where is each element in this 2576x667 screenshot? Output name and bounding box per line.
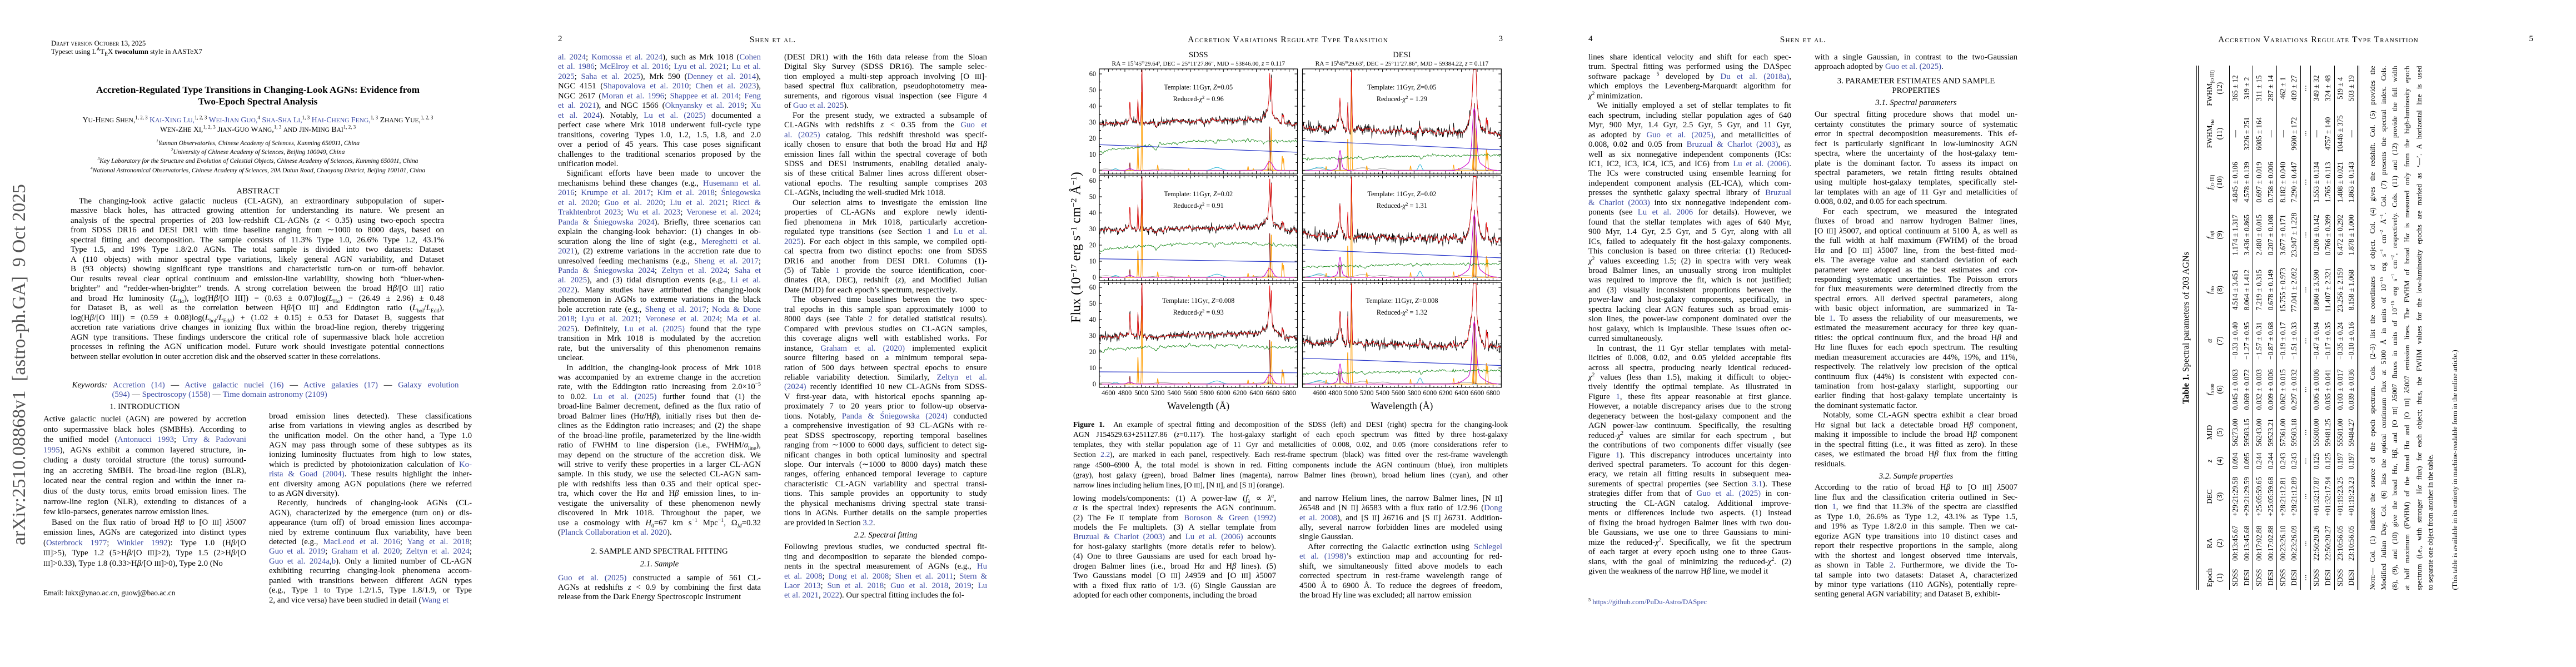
svg-text:50: 50 bbox=[1089, 193, 1096, 201]
svg-text:4800: 4800 bbox=[1328, 389, 1342, 397]
svg-text:60: 60 bbox=[1089, 283, 1096, 291]
svg-text:5400: 5400 bbox=[1167, 389, 1181, 397]
svg-text:5600: 5600 bbox=[1184, 389, 1198, 397]
svg-text:Template: 11Gyr, Z=0.05: Template: 11Gyr, Z=0.05 bbox=[1367, 83, 1436, 91]
svg-text:6600: 6600 bbox=[1266, 389, 1280, 397]
svg-text:Reduced-χ2 = 0.93: Reduced-χ2 = 0.93 bbox=[1173, 308, 1224, 316]
svg-text:4600: 4600 bbox=[1313, 389, 1327, 397]
svg-text:6200: 6200 bbox=[1233, 389, 1247, 397]
svg-text:0: 0 bbox=[1093, 167, 1096, 175]
svg-text:Reduced-χ2 = 0.96: Reduced-χ2 = 0.96 bbox=[1173, 95, 1224, 103]
svg-text:10: 10 bbox=[1089, 151, 1096, 158]
svg-text:20: 20 bbox=[1089, 348, 1096, 356]
svg-text:RA = 15h45m29.64s, DEC = 25°11: RA = 15h45m29.64s, DEC = 25°11′27.86″, M… bbox=[1112, 60, 1285, 67]
svg-text:6000: 6000 bbox=[1217, 389, 1230, 397]
svg-text:6200: 6200 bbox=[1439, 389, 1453, 397]
svg-text:10: 10 bbox=[1089, 257, 1096, 265]
svg-text:60: 60 bbox=[1089, 177, 1096, 185]
svg-text:5800: 5800 bbox=[1200, 389, 1214, 397]
svg-text:Template: 11Gyr, Z=0.05: Template: 11Gyr, Z=0.05 bbox=[1164, 83, 1233, 91]
svg-text:Template: 11Gyr, Z=0.008: Template: 11Gyr, Z=0.008 bbox=[1162, 297, 1234, 305]
svg-text:4800: 4800 bbox=[1118, 389, 1132, 397]
svg-text:Reduced-χ2 = 1.32: Reduced-χ2 = 1.32 bbox=[1377, 308, 1427, 316]
svg-text:30: 30 bbox=[1089, 225, 1096, 233]
svg-text:Reduced-χ2 = 1.31: Reduced-χ2 = 1.31 bbox=[1377, 202, 1427, 210]
svg-text:Reduced-χ2 = 0.91: Reduced-χ2 = 0.91 bbox=[1173, 202, 1224, 210]
svg-text:DESI: DESI bbox=[1393, 51, 1411, 59]
svg-text:50: 50 bbox=[1089, 300, 1096, 307]
svg-text:5200: 5200 bbox=[1151, 389, 1165, 397]
svg-text:5800: 5800 bbox=[1407, 389, 1421, 397]
svg-text:50: 50 bbox=[1089, 86, 1096, 94]
svg-text:5400: 5400 bbox=[1376, 389, 1389, 397]
svg-text:60: 60 bbox=[1089, 70, 1096, 78]
svg-text:4600: 4600 bbox=[1102, 389, 1115, 397]
svg-text:6400: 6400 bbox=[1454, 389, 1468, 397]
svg-text:6000: 6000 bbox=[1423, 389, 1437, 397]
svg-text:RA = 15h45m29.63s, DEC = 25°11: RA = 15h45m29.63s, DEC = 25°11′27.86″, M… bbox=[1316, 60, 1489, 67]
svg-text:40: 40 bbox=[1089, 209, 1096, 217]
svg-text:5000: 5000 bbox=[1344, 389, 1358, 397]
svg-text:6600: 6600 bbox=[1471, 389, 1484, 397]
svg-text:5600: 5600 bbox=[1392, 389, 1406, 397]
svg-text:Reduced-χ2 = 1.29: Reduced-χ2 = 1.29 bbox=[1377, 95, 1427, 103]
svg-text:40: 40 bbox=[1089, 316, 1096, 323]
svg-text:20: 20 bbox=[1089, 135, 1096, 142]
svg-text:30: 30 bbox=[1089, 332, 1096, 340]
svg-text:SDSS: SDSS bbox=[1189, 51, 1208, 59]
svg-text:5200: 5200 bbox=[1360, 389, 1374, 397]
svg-text:40: 40 bbox=[1089, 102, 1096, 110]
svg-text:0: 0 bbox=[1093, 380, 1096, 388]
svg-text:Flux (10−17 erg s−1 cm−2 Å−1): Flux (10−17 erg s−1 cm−2 Å−1) bbox=[1069, 172, 1084, 323]
svg-text:6400: 6400 bbox=[1249, 389, 1263, 397]
svg-text:6800: 6800 bbox=[1486, 389, 1500, 397]
svg-text:Wavelength (Å): Wavelength (Å) bbox=[1167, 400, 1229, 411]
svg-text:6800: 6800 bbox=[1282, 389, 1296, 397]
svg-text:30: 30 bbox=[1089, 118, 1096, 126]
svg-text:0: 0 bbox=[1093, 273, 1096, 281]
svg-text:Wavelength (Å): Wavelength (Å) bbox=[1371, 400, 1433, 411]
svg-text:10: 10 bbox=[1089, 364, 1096, 372]
svg-text:20: 20 bbox=[1089, 241, 1096, 249]
svg-text:Template: 11Gyr, Z=0.02: Template: 11Gyr, Z=0.02 bbox=[1367, 190, 1436, 198]
svg-text:Template: 11Gyr, Z=0.008: Template: 11Gyr, Z=0.008 bbox=[1366, 297, 1438, 305]
svg-text:Template: 11Gyr, Z=0.02: Template: 11Gyr, Z=0.02 bbox=[1164, 190, 1233, 198]
svg-text:5000: 5000 bbox=[1134, 389, 1148, 397]
